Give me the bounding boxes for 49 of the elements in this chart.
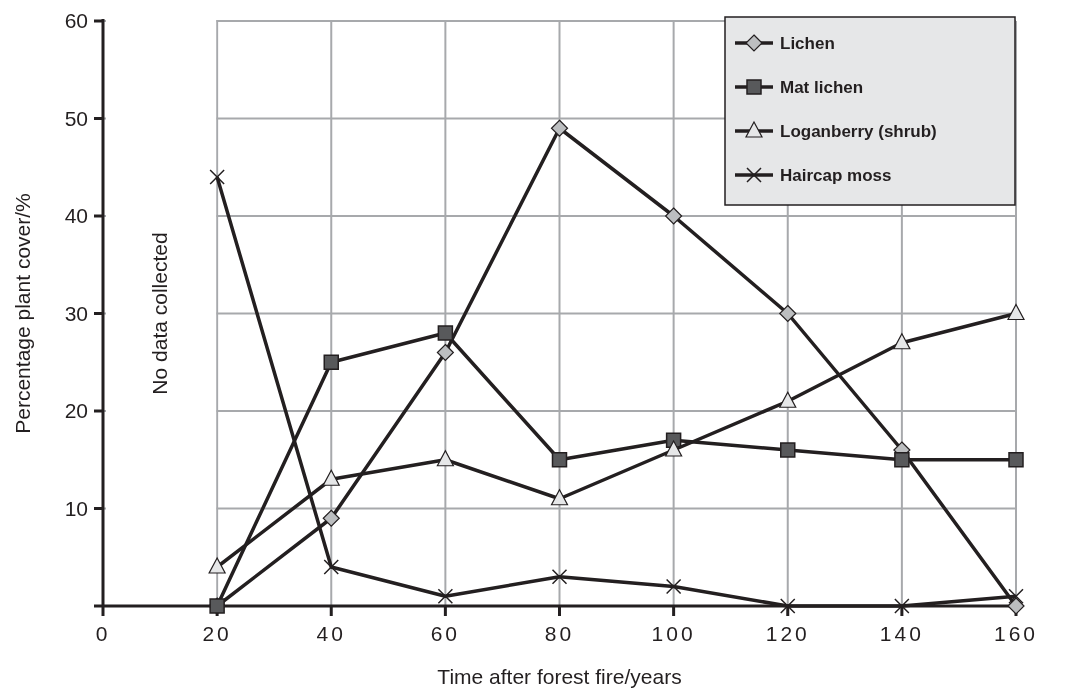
x-tick-label: 80	[544, 622, 575, 645]
x-tick-label: 160	[993, 622, 1039, 645]
point	[1008, 452, 1024, 468]
point	[437, 325, 454, 341]
x-tick-label: 20	[202, 622, 232, 645]
legend-label: Mat lichen	[780, 77, 864, 97]
point	[894, 452, 910, 468]
point	[894, 598, 910, 614]
point	[208, 557, 226, 574]
point	[779, 391, 797, 408]
point	[323, 354, 339, 370]
point	[551, 569, 568, 585]
point	[322, 509, 340, 527]
point	[1008, 588, 1024, 604]
legend-label: Loganberry (shrub)	[780, 121, 937, 141]
point	[550, 489, 569, 506]
point	[780, 598, 796, 614]
point	[893, 333, 911, 350]
point	[437, 588, 454, 604]
legend-label: Haircap moss	[780, 165, 892, 185]
point	[322, 469, 340, 486]
point	[436, 450, 454, 467]
point	[779, 304, 797, 323]
point	[1007, 303, 1025, 321]
point	[665, 207, 683, 225]
x-tick-label: 100	[651, 622, 696, 645]
y-tick-label: 30	[64, 301, 88, 325]
point	[436, 343, 454, 362]
y-tick-label: 20	[64, 399, 88, 423]
y-tick-label: 60	[64, 9, 88, 33]
point	[550, 119, 569, 137]
point	[209, 169, 225, 185]
band-label: No data collected	[148, 232, 172, 395]
point	[665, 578, 682, 595]
y-axis-title: Percentage plant cover/%	[11, 193, 34, 434]
x-tick-label: 140	[879, 622, 924, 645]
y-tick-label: 40	[64, 204, 88, 228]
point	[665, 440, 683, 457]
x-tick-label: 60	[430, 622, 461, 645]
x-tick-label: 0	[95, 622, 111, 645]
legend-label: Lichen	[780, 33, 835, 53]
point	[780, 442, 796, 458]
y-tick-label: 10	[64, 496, 88, 520]
x-tick-label: 120	[765, 622, 810, 645]
x-axis-title: Time after forest fire/years	[437, 665, 682, 688]
x-tick-label: 40	[316, 622, 346, 645]
point	[323, 559, 339, 575]
y-tick-label: 50	[64, 106, 88, 130]
point	[551, 452, 568, 468]
